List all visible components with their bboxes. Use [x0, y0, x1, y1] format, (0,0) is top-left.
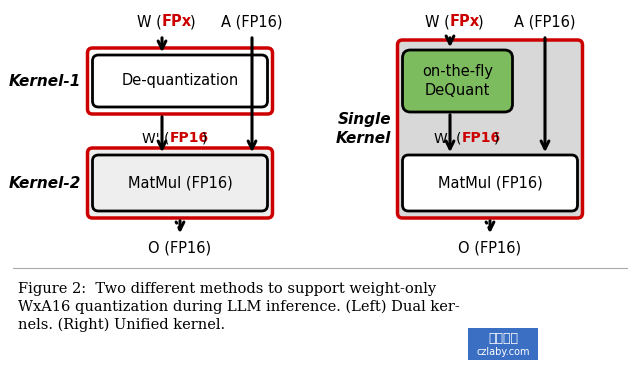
Text: Kernel-1: Kernel-1 — [9, 73, 81, 89]
Text: A (FP16): A (FP16) — [221, 14, 283, 30]
FancyBboxPatch shape — [93, 155, 268, 211]
FancyBboxPatch shape — [403, 155, 577, 211]
Text: De-quantization: De-quantization — [122, 73, 239, 89]
FancyBboxPatch shape — [397, 40, 582, 218]
Text: Figure 2:  Two different methods to support weight-only: Figure 2: Two different methods to suppo… — [18, 282, 436, 296]
Text: FPx: FPx — [450, 14, 480, 30]
Text: FP16: FP16 — [462, 131, 501, 145]
Text: O (FP16): O (FP16) — [458, 240, 522, 256]
Text: W (: W ( — [425, 14, 450, 30]
FancyBboxPatch shape — [88, 148, 273, 218]
Text: nels. (Right) Unified kernel.: nels. (Right) Unified kernel. — [18, 318, 225, 332]
Text: FP16: FP16 — [170, 131, 209, 145]
Text: A (FP16): A (FP16) — [515, 14, 576, 30]
FancyBboxPatch shape — [93, 55, 268, 107]
Text: 纯净基地: 纯净基地 — [488, 332, 518, 345]
Text: ): ) — [202, 131, 207, 145]
Text: on-the-fly
DeQuant: on-the-fly DeQuant — [422, 63, 493, 98]
FancyBboxPatch shape — [403, 50, 513, 112]
Text: O (FP16): O (FP16) — [148, 240, 212, 256]
Text: W' (: W' ( — [143, 131, 170, 145]
FancyBboxPatch shape — [88, 48, 273, 114]
Text: MatMul (FP16): MatMul (FP16) — [438, 175, 542, 190]
Text: Kernel-2: Kernel-2 — [9, 175, 81, 190]
Text: ): ) — [478, 14, 484, 30]
Text: czlaby.com: czlaby.com — [476, 347, 530, 357]
Text: ): ) — [190, 14, 196, 30]
FancyBboxPatch shape — [468, 328, 538, 360]
Text: FPx: FPx — [162, 14, 192, 30]
Text: MatMul (FP16): MatMul (FP16) — [127, 175, 232, 190]
Text: W (: W ( — [137, 14, 162, 30]
Text: WxA16 quantization during LLM inference. (Left) Dual ker-: WxA16 quantization during LLM inference.… — [18, 300, 460, 314]
Text: W' (: W' ( — [435, 131, 462, 145]
Text: ): ) — [494, 131, 499, 145]
Text: Single
Kernel: Single Kernel — [336, 112, 392, 147]
